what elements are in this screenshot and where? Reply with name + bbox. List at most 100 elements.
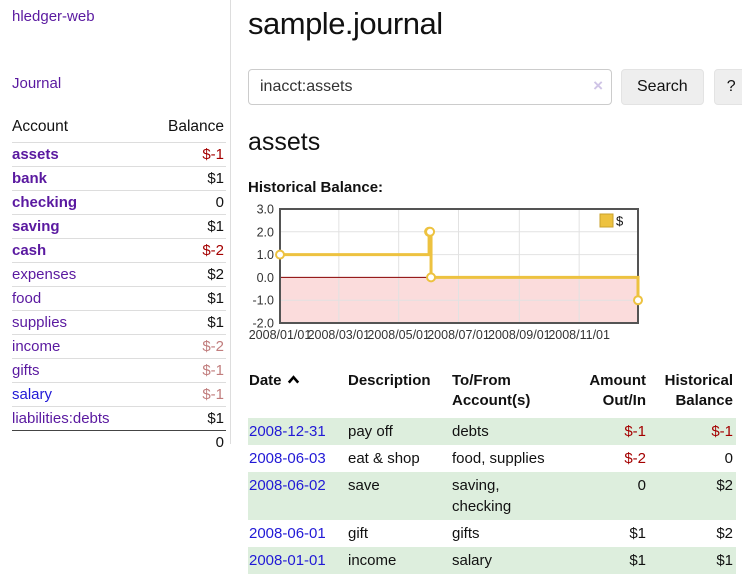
transaction-description: pay off	[348, 422, 393, 440]
transaction-accounts: debts	[452, 422, 489, 440]
transaction-balance: $-1	[711, 422, 733, 440]
accounts-header-row: Account Balance	[12, 115, 226, 143]
transaction-description: gift	[348, 524, 369, 542]
y-tick-label: -2.0	[252, 317, 274, 331]
search-button[interactable]: Search	[621, 69, 704, 105]
transactions-table: Date Description To/From Account(s) Amou…	[248, 369, 736, 574]
sidebar-account-link-cash[interactable]: cash	[12, 242, 47, 259]
transaction-amount: $-2	[624, 449, 646, 467]
account-row: saving $1	[12, 214, 226, 239]
column-header-date[interactable]: Date	[248, 369, 347, 418]
sidebar-account-link-supplies[interactable]: supplies	[12, 314, 68, 331]
search-box: ×	[248, 69, 612, 105]
sidebar-account-link-checking[interactable]: checking	[12, 194, 78, 211]
accounts-table: Account Balance assets $-1 bank $1 checking 0…	[12, 115, 226, 454]
transaction-row[interactable]: 2008-06-01 gift gifts $1 $2	[248, 520, 736, 547]
transaction-accounts: salary	[452, 551, 493, 569]
account-row: supplies $1	[12, 310, 226, 335]
sidebar-account-link-bank[interactable]: bank	[12, 170, 48, 187]
transaction-amount: 0	[637, 476, 646, 494]
account-row: liabilities:debts $1	[12, 406, 226, 431]
x-tick-label: 2008/05/01	[367, 328, 430, 342]
transaction-balance: $2	[716, 476, 733, 494]
account-balance: $-1	[147, 142, 226, 167]
sidebar-account-link-salary[interactable]: salary	[12, 386, 53, 403]
account-row: cash $-2	[12, 238, 226, 263]
y-tick-label: 3.0	[257, 203, 274, 217]
sidebar-item-journal[interactable]: Journal	[12, 75, 62, 92]
sidebar-account-link-food[interactable]: food	[12, 290, 42, 307]
account-balance: $1	[147, 286, 226, 311]
sidebar-account-link-liabilities-debts[interactable]: liabilities:debts	[12, 410, 110, 427]
column-header-balance: Historical Balance	[664, 372, 733, 410]
transaction-accounts: saving, checking	[452, 476, 512, 515]
x-tick-label: 2008/11/01	[548, 328, 610, 342]
transaction-row[interactable]: 2008-01-01 income salary $1 $1	[248, 546, 736, 574]
transaction-description: income	[348, 551, 397, 569]
transaction-balance: $1	[716, 551, 733, 569]
plot-border	[279, 208, 639, 324]
account-row: checking 0	[12, 190, 226, 215]
account-row: gifts $-1	[12, 358, 226, 383]
transaction-date-link[interactable]: 2008-06-02	[249, 476, 326, 494]
sort-ascending-icon	[287, 375, 300, 384]
clear-search-icon[interactable]: ×	[593, 76, 603, 95]
sidebar-account-link-assets[interactable]: assets	[12, 146, 59, 163]
account-balance: $-2	[147, 334, 226, 359]
x-tick-label: 2008/01/01	[249, 328, 312, 342]
accounts-total-row: 0	[12, 430, 226, 454]
accounts-header-account: Account	[12, 118, 69, 135]
transaction-date-link[interactable]: 2008-06-01	[249, 524, 326, 542]
account-balance: $1	[147, 406, 226, 431]
sidebar-account-link-gifts[interactable]: gifts	[12, 362, 40, 379]
app-title-link[interactable]: hledger-web	[12, 8, 95, 25]
sidebar-account-link-expenses[interactable]: expenses	[12, 266, 77, 283]
accounts-total-value: 0	[147, 430, 226, 454]
y-tick-label: 2.0	[257, 225, 274, 239]
legend-swatch	[599, 213, 614, 228]
help-button[interactable]: ?	[713, 69, 742, 105]
transaction-row[interactable]: 2008-12-31 pay off debts $-1 $-1	[248, 417, 736, 445]
chart-canvas: 3.0 2.0 1.0 0.0 -1.0 -2.02008/01/012008/03/01…	[249, 203, 643, 342]
column-header-description: Description	[348, 372, 431, 389]
sidebar: hledger-web Journal Account Balance asse…	[0, 0, 231, 454]
account-balance: $-1	[147, 358, 226, 383]
account-row: expenses $2	[12, 262, 226, 287]
search-input[interactable]	[248, 69, 612, 105]
y-tick-label: -1.0	[252, 294, 274, 308]
transaction-accounts: food, supplies	[452, 449, 545, 467]
account-balance: $-1	[147, 382, 226, 407]
transaction-date-link[interactable]: 2008-06-03	[249, 449, 326, 467]
transactions-header-row: Date Description To/From Account(s) Amou…	[248, 369, 736, 418]
transaction-row[interactable]: 2008-06-03 eat & shop food, supplies $-2 0	[248, 445, 736, 472]
transaction-amount: $1	[629, 524, 646, 542]
x-tick-label: 2008/09/01	[488, 328, 551, 342]
sidebar-account-link-saving[interactable]: saving	[12, 218, 60, 235]
account-balance: 0	[147, 190, 226, 215]
account-balance: $2	[147, 262, 226, 287]
historical-balance-chart: 3.0 2.0 1.0 0.0 -1.0 -2.0 2008/01/01 2008/03/01…	[248, 203, 742, 348]
legend-label: $	[616, 214, 624, 229]
account-balance: $1	[147, 310, 226, 335]
transaction-balance: $2	[716, 524, 733, 542]
column-header-amount: Amount Out/In	[589, 372, 646, 410]
account-balance: $-2	[147, 238, 226, 263]
transaction-balance: 0	[724, 449, 733, 467]
transaction-description: eat & shop	[348, 449, 420, 467]
x-tick-label: 2008/07/01	[427, 328, 490, 342]
column-header-accounts: To/From Account(s)	[452, 372, 531, 410]
transaction-row[interactable]: 2008-06-02 save saving, checking 0 $2	[248, 471, 736, 520]
sidebar-account-link-income[interactable]: income	[12, 338, 61, 355]
account-row: bank $1	[12, 166, 226, 191]
transaction-date-link[interactable]: 2008-01-01	[249, 551, 326, 569]
accounts-header-balance: Balance	[167, 118, 224, 135]
account-row: food $1	[12, 286, 226, 311]
transaction-accounts: gifts	[452, 524, 480, 542]
data-point-marker	[425, 226, 436, 237]
account-row: salary $-1	[12, 382, 226, 407]
x-tick-label: 2008/03/01	[308, 328, 371, 342]
chart-heading: Historical Balance:	[248, 179, 384, 196]
transaction-date-link[interactable]: 2008-12-31	[249, 422, 326, 440]
data-point-marker	[426, 272, 437, 283]
